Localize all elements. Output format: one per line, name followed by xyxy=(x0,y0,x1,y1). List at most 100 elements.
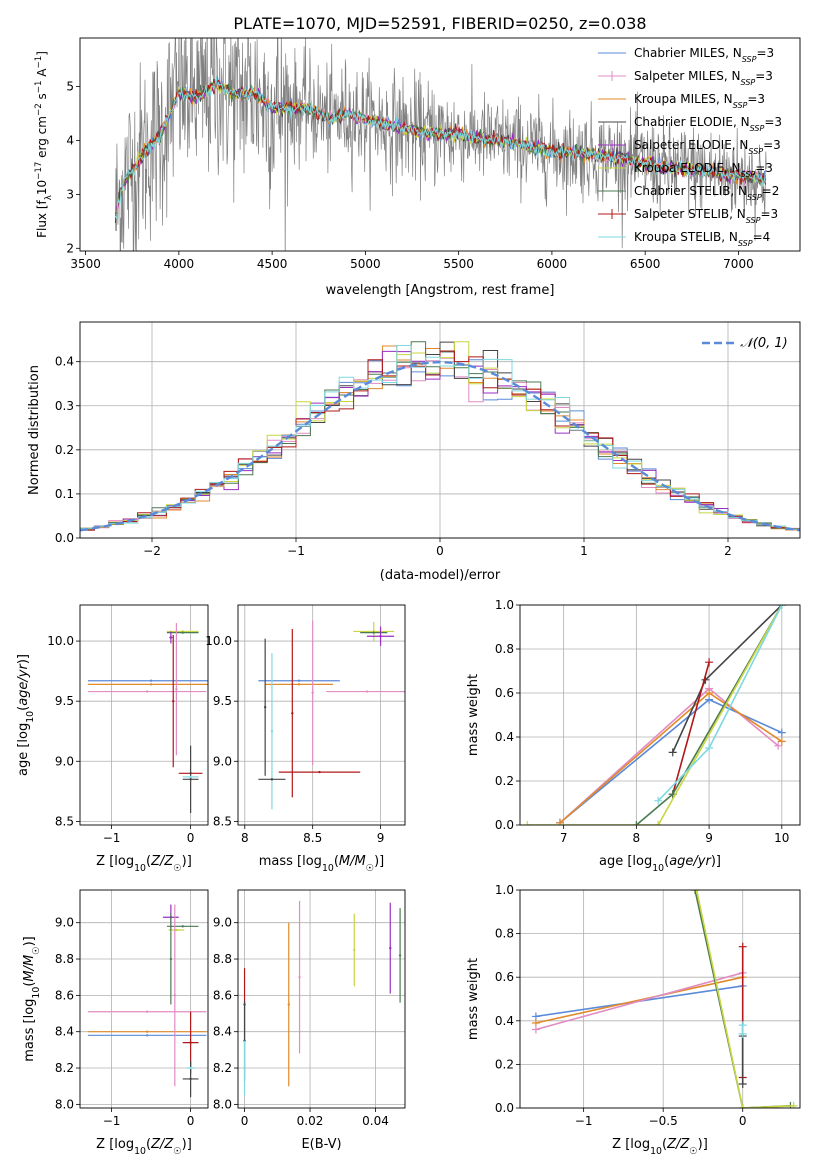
plot-area xyxy=(531,890,798,1108)
plot-area xyxy=(80,341,800,538)
spectrum-legend: Chabrier MILES, NSSP=3 Salpeter MILES, NS… xyxy=(598,46,782,248)
point-marker xyxy=(738,1021,747,1030)
data-point xyxy=(243,1066,246,1070)
label-part: ☉ xyxy=(31,946,42,954)
legend-text: Chabrier ELODIE, N xyxy=(634,115,750,129)
panel-residuals: −2 −1 0 1 2 0.0 0.1 0.2 0.3 0.4 (data-model)/error… xyxy=(27,321,801,583)
label-part: ( xyxy=(146,854,151,869)
legend-label: Salpeter MILES, NSSP=3 xyxy=(634,69,773,87)
model-spectrum-kroupa-stelib xyxy=(114,76,767,220)
legend-label: Chabrier ELODIE, NSSP=3 xyxy=(634,115,782,133)
y-tick-label: 8.4 xyxy=(55,1025,74,1039)
y-tick-label: 8.6 xyxy=(55,988,74,1002)
y-tick-label: 8.5 xyxy=(55,814,74,828)
x-tick-label: −1 xyxy=(575,1114,593,1128)
point-marker xyxy=(523,821,532,825)
y-tick-label: 9.5 xyxy=(55,694,74,708)
y-tick-label: 0.2 xyxy=(55,443,74,457)
series-line-salpeter-stelib xyxy=(671,661,710,795)
x-tick-label: 1 xyxy=(580,544,588,558)
y-tick-label: 1.0 xyxy=(495,598,514,612)
panels: 3500 4000 4500 5000 5500 6000 6500 70002345wave… xyxy=(16,37,801,1157)
data-point xyxy=(270,778,274,781)
plot-area xyxy=(258,620,405,810)
series-line-kroupa-elodie xyxy=(695,890,794,1108)
point-marker xyxy=(705,658,714,667)
y-tick-label: 8.2 xyxy=(213,1061,232,1075)
legend-label: Chabrier MILES, NSSP=3 xyxy=(634,46,774,64)
legend-text: Salpeter STELIB, N xyxy=(634,207,746,221)
y-tick-label: 2 xyxy=(66,241,74,255)
y-tick-label: 0.2 xyxy=(495,1057,514,1071)
label-part: 10 xyxy=(35,180,49,195)
y-tick-label: 0.8 xyxy=(495,927,514,941)
legend-text: =2 xyxy=(762,184,780,198)
ylabel-massweight_vs_age: mass weight xyxy=(466,674,481,756)
label-part: )] xyxy=(698,1137,708,1152)
residuals-xlabel: (data-model)/error xyxy=(380,568,501,583)
label-part: age/yr xyxy=(669,854,712,869)
xlabel-mass_vs_ebv: E(B-V) xyxy=(301,1137,341,1152)
point-marker xyxy=(777,737,786,746)
legend-text: Kroupa MILES, N xyxy=(634,92,733,106)
label-part: Z/Z xyxy=(666,1137,690,1152)
label-part: −17 xyxy=(34,162,44,180)
label-part: Flux [f xyxy=(35,199,49,237)
point-marker xyxy=(705,689,714,697)
y-tick-label: 10.0 xyxy=(47,634,74,648)
label-part: ( xyxy=(22,982,37,987)
data-point xyxy=(173,994,177,997)
data-point xyxy=(189,778,192,781)
data-point xyxy=(297,679,301,682)
data-point xyxy=(263,705,267,709)
data-point xyxy=(379,635,382,638)
y-tick-label: 0.0 xyxy=(55,531,74,545)
y-tick-label: 0.1 xyxy=(55,487,74,501)
label-part: erg cm xyxy=(35,116,49,162)
y-tick-label: 8.6 xyxy=(213,988,232,1002)
label-part: Z/Z xyxy=(150,1137,174,1152)
point-marker xyxy=(654,796,663,805)
panel-mass_vs_Z: −1 08.08.28.48.68.89.0Z [log10(Z/Z☉)]mass… xyxy=(22,889,209,1157)
x-tick-label: 8 xyxy=(633,831,641,845)
label-part: age [log xyxy=(599,854,652,869)
x-tick-label: −1 xyxy=(103,1114,121,1128)
label-part: ] xyxy=(35,51,49,56)
legend-sub: SSP xyxy=(746,216,761,225)
y-tick-label: 0.0 xyxy=(495,1101,514,1115)
data-point xyxy=(372,631,375,634)
series-line-salpeter-miles xyxy=(535,972,743,1031)
normal-legend-label: 𝒩(0, 1) xyxy=(740,336,787,351)
legend-label: Chabrier STELIB, NSSP=2 xyxy=(634,184,779,202)
label-part: 10 xyxy=(650,1146,662,1157)
normal-curve xyxy=(80,360,800,532)
x-tick-label: 3500 xyxy=(70,257,101,271)
plot-area xyxy=(114,38,767,251)
data-point xyxy=(149,683,153,686)
label-part: M/M xyxy=(22,955,37,982)
label-part: ( xyxy=(334,854,339,869)
x-tick-label: 8 xyxy=(241,831,249,845)
ylabel-age_vs_Z: age [log10(age/yr)] xyxy=(16,654,36,776)
data-point xyxy=(181,631,184,634)
x-tick-label: −1 xyxy=(103,831,121,845)
label-part: ( xyxy=(16,706,31,711)
y-tick-label: 9.0 xyxy=(55,916,74,930)
label-part: 10 xyxy=(134,1146,146,1157)
y-tick-label: 0.8 xyxy=(495,642,514,656)
data-point xyxy=(311,691,314,694)
data-point xyxy=(318,770,321,774)
data-point xyxy=(189,1041,192,1044)
x-tick-label: 6000 xyxy=(537,257,568,271)
x-tick-label: 0 xyxy=(241,1114,249,1128)
legend-text: =3 xyxy=(756,46,774,60)
legend-label: Kroupa STELIB, NSSP=4 xyxy=(634,230,770,248)
point-marker xyxy=(556,818,564,825)
data-point xyxy=(175,687,178,691)
x-tick-label: 7000 xyxy=(723,257,754,271)
label-part: ( xyxy=(664,854,669,869)
y-tick-label: 8.8 xyxy=(55,952,74,966)
point-marker xyxy=(668,748,677,757)
legend-text: =3 xyxy=(755,69,773,83)
y-tick-label: 8.8 xyxy=(213,952,232,966)
